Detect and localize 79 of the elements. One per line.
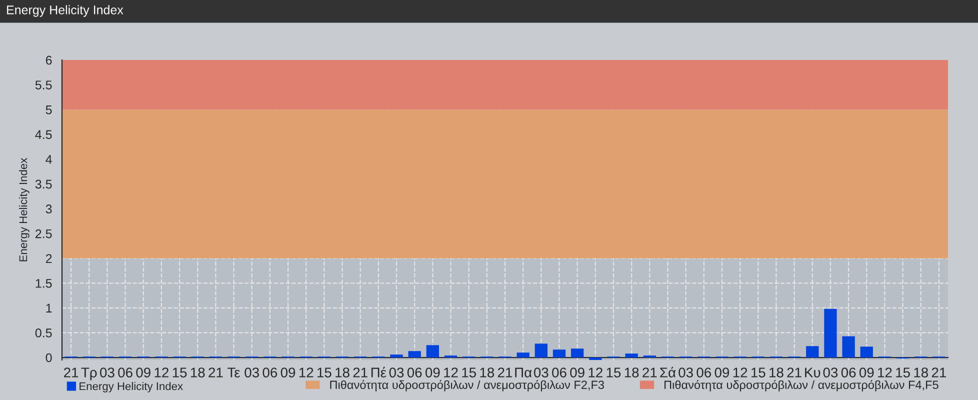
x-tick-label: 21 — [787, 368, 802, 378]
bar — [552, 350, 566, 358]
x-tick-label: 03 — [100, 368, 114, 378]
x-tick-label: 12 — [878, 368, 892, 378]
x-tick-label: Τε — [228, 368, 240, 378]
x-tick-label: 12 — [444, 368, 458, 378]
x-tick-label: 09 — [425, 368, 440, 378]
x-tick-label: 18 — [770, 368, 784, 378]
y-tick-label: 1.5 — [36, 279, 52, 288]
bar — [625, 354, 638, 358]
y-tick-label: 6 — [46, 56, 52, 65]
x-tick-label: Τρ — [81, 368, 97, 380]
bar — [390, 354, 403, 358]
bar — [408, 351, 421, 358]
x-tick-label: 06 — [118, 368, 132, 378]
x-tick-label: 06 — [841, 368, 856, 378]
y-tick-label: 5.5 — [35, 80, 52, 90]
bar — [842, 336, 855, 358]
x-tick-label: 15 — [172, 368, 187, 378]
y-tick-label: 1 — [46, 304, 52, 312]
x-tick-label: 21 — [932, 368, 946, 378]
x-tick-label: 09 — [714, 368, 730, 378]
y-tick-label: 5 — [46, 106, 52, 114]
x-tick-label: 06 — [262, 368, 278, 378]
x-tick-label: 18 — [190, 368, 205, 378]
x-tick-label: 03 — [823, 368, 838, 378]
x-tick-label: Σά — [660, 366, 676, 378]
bar — [806, 346, 819, 358]
y-axis-title: Energy Helicity Index — [18, 158, 30, 262]
x-tick-label: 06 — [696, 368, 712, 378]
y-tick-label: 0 — [46, 353, 52, 362]
legend-label: Πιθανότητα υδροστρόβιλων / ανεμοστρόβιλων F4,F5 — [664, 380, 938, 392]
bar — [860, 346, 873, 358]
x-tick-label: 09 — [570, 368, 584, 378]
x-tick-label: 03 — [678, 368, 693, 378]
x-tick-label: 03 — [534, 368, 548, 378]
x-tick-label: 12 — [588, 368, 602, 378]
bar — [516, 352, 530, 358]
x-tick-label: 15 — [462, 368, 476, 378]
x-tick-label: 15 — [606, 368, 621, 378]
x-tick-label: 15 — [896, 368, 910, 378]
y-tick-label: 4.5 — [35, 130, 52, 140]
x-tick-label: 12 — [733, 368, 748, 378]
x-tick-label: Πέ — [371, 366, 386, 378]
x-tick-label: 03 — [389, 368, 404, 378]
bar — [534, 344, 548, 358]
x-tick-label: 06 — [407, 368, 422, 378]
x-tick-label: 18 — [336, 368, 350, 378]
legend-label: Energy Helicity Index — [80, 382, 183, 392]
x-tick-label: 21 — [498, 368, 512, 378]
bar — [426, 345, 439, 358]
y-tick-label: 3 — [46, 204, 52, 214]
x-tick-label: 12 — [299, 368, 314, 378]
chart-title: Energy Helicity Index — [7, 5, 124, 17]
x-tick-label: 21 — [208, 368, 223, 378]
x-tick-label: 18 — [624, 368, 639, 378]
x-tick-label: 21 — [353, 368, 368, 378]
x-tick-label: 03 — [244, 368, 259, 378]
x-tick-label: 15 — [318, 368, 332, 378]
x-tick-label: 18 — [914, 368, 928, 378]
x-tick-label: 15 — [751, 368, 766, 378]
y-tick-label: 3.5 — [35, 180, 52, 189]
bar — [571, 348, 584, 358]
y-tick-label: 2 — [46, 254, 52, 263]
x-tick-label: 06 — [552, 368, 566, 378]
x-tick-label: 18 — [480, 368, 494, 378]
y-tick-label: 0.5 — [35, 328, 52, 338]
x-tick-label: Κυ — [805, 368, 820, 378]
bar — [824, 308, 837, 358]
x-tick-label: 21 — [64, 368, 78, 378]
legend-label: Πιθανότητα υδροστρόβιλων / ανεμοστρόβιλων F2,F3 — [330, 380, 604, 392]
x-tick-label: 12 — [154, 368, 168, 378]
x-tick-label: 09 — [280, 368, 296, 378]
y-tick-label: 4 — [46, 155, 52, 164]
x-tick-label: 09 — [136, 368, 150, 378]
x-tick-label: 21 — [642, 368, 657, 378]
x-tick-label: Πα — [515, 368, 532, 378]
x-tick-label: 09 — [859, 368, 874, 378]
y-tick-label: 2.5 — [36, 229, 52, 238]
